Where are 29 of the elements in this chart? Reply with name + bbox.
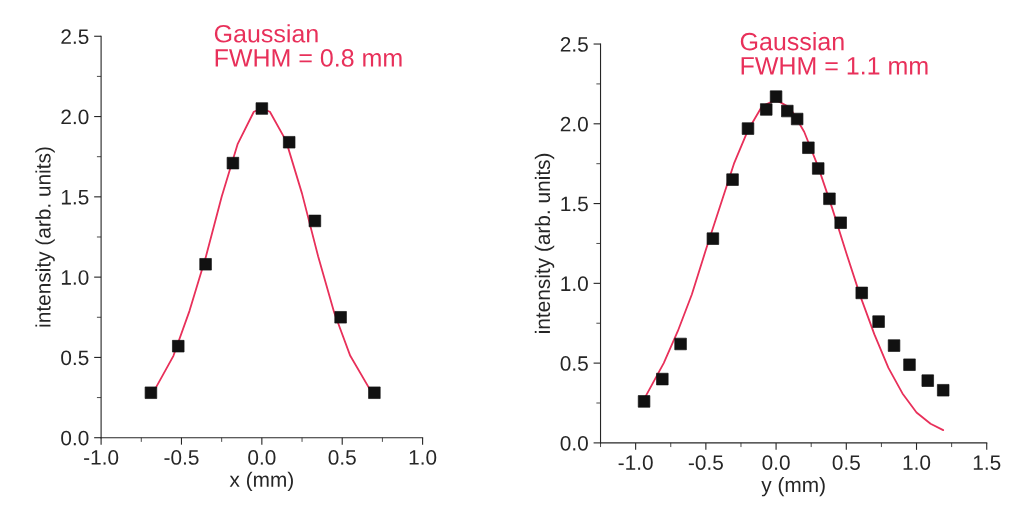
y-tick-label: 1.0: [61, 270, 89, 285]
x-tick-label: 1.0: [903, 455, 931, 470]
x-tick-label: -0.5: [688, 455, 723, 470]
annotation: Gaussian FWHM = 1.1 mm: [740, 32, 928, 75]
x-axis-title: y (mm): [761, 476, 825, 497]
x-tick-label: 0.0: [248, 450, 276, 465]
y-tick-label: 1.5: [61, 190, 89, 205]
x-axis-title: x (mm): [229, 471, 293, 492]
y-tick-label: 0.5: [61, 350, 89, 366]
y-tick-label: 1.5: [561, 196, 588, 212]
y-tick-label: 1.0: [561, 276, 588, 292]
y-tick-label: 0.0: [560, 435, 588, 451]
y-axis-title: intensity (arb. units): [534, 153, 555, 333]
y-tick-label: 2.0: [61, 109, 89, 125]
y-tick-label: 2.0: [560, 116, 588, 132]
y-tick-label: 0.0: [61, 430, 89, 446]
x-tick-label: -1.0: [84, 450, 119, 465]
y-axis-title: intensity (arb. units): [35, 147, 55, 327]
x-tick-label: 0.5: [328, 450, 356, 465]
x-tick-label: -0.5: [164, 450, 199, 465]
annotation: Gaussian FWHM = 0.8 mm: [214, 24, 402, 67]
x-tick-label: 0.0: [762, 455, 790, 470]
x-tick-label: -1.0: [618, 455, 653, 470]
x-tick-label: 1.0: [409, 450, 437, 465]
y-tick-label: 2.5: [61, 29, 89, 45]
x-tick-label: 1.5: [973, 455, 1001, 470]
y-tick-label: 0.5: [560, 356, 588, 371]
x-tick-label: 0.5: [832, 455, 860, 470]
y-tick-label: 2.5: [560, 37, 588, 52]
